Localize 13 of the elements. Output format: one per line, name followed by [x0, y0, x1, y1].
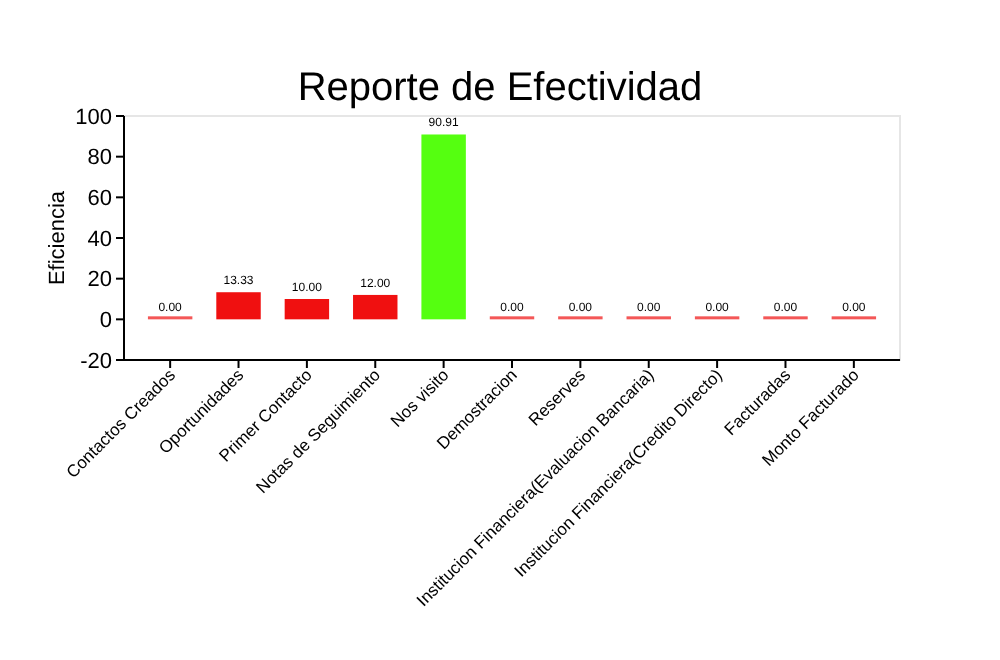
y-tick-label: 80	[87, 146, 112, 171]
bar	[284, 299, 330, 320]
bar	[353, 294, 398, 320]
y-tick-label: 20	[87, 268, 112, 293]
chart-title: Reporte de Efectividad	[297, 66, 703, 110]
y-tick-label: 0	[99, 309, 112, 334]
y-tick-label: 40	[87, 227, 112, 252]
bar	[421, 134, 466, 320]
bar	[216, 292, 261, 320]
y-tick-label: 100	[75, 105, 112, 130]
y-tick-label: -20	[80, 349, 112, 374]
y-tick-label: 60	[87, 187, 112, 212]
y-axis-title: Eficiencia	[46, 189, 70, 286]
